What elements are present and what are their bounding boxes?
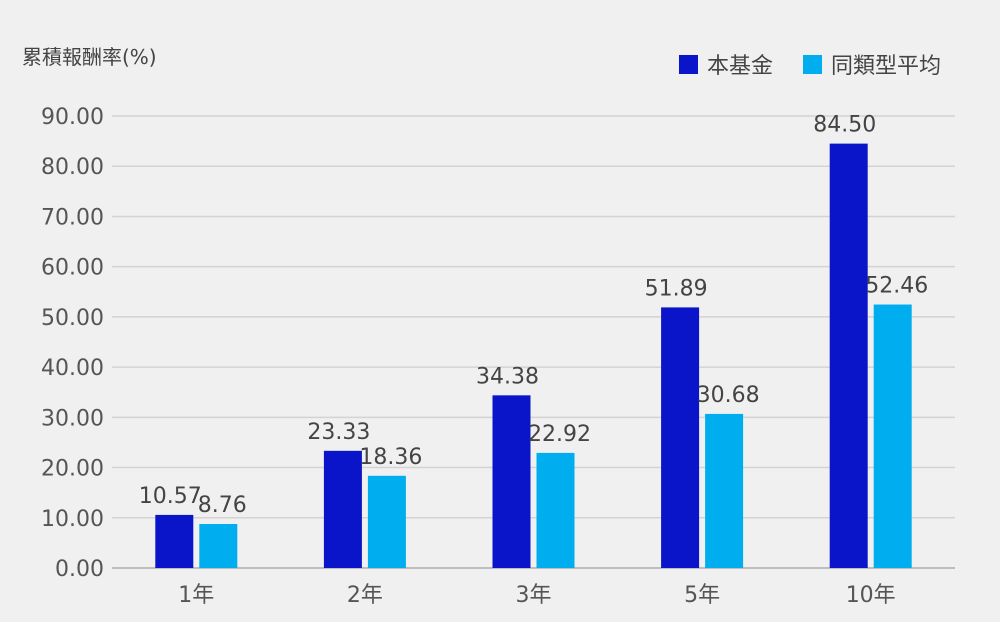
bar-category-average [873, 304, 912, 568]
x-tick-label: 1年 [178, 583, 214, 608]
gridlines [112, 115, 955, 569]
data-label-fund: 10.57 [139, 484, 202, 509]
bar-fund [155, 514, 194, 568]
x-tick-label: 10年 [846, 583, 896, 608]
legend: 本基金 同類型平均 [679, 54, 941, 79]
legend-label-fund: 本基金 [707, 54, 773, 79]
y-tick-label: 30.00 [41, 406, 104, 431]
data-label-fund: 84.50 [813, 113, 876, 138]
y-tick-label: 50.00 [41, 306, 104, 331]
legend-swatch-category-average [803, 55, 822, 74]
y-tick-label: 70.00 [41, 205, 104, 230]
y-axis-title: 累積報酬率(%) [22, 45, 157, 69]
bar-category-average [367, 475, 406, 568]
x-axis-ticks: 1年 2年 3年 5年 10年 [178, 583, 895, 608]
data-label-category-average: 22.92 [528, 422, 591, 447]
data-label-fund: 34.38 [476, 364, 539, 389]
data-label-category-average: 52.46 [865, 274, 928, 299]
y-tick-label: 80.00 [41, 155, 104, 180]
y-tick-label: 10.00 [41, 507, 104, 532]
data-label-category-average: 30.68 [697, 383, 760, 408]
y-tick-label: 20.00 [41, 457, 104, 482]
bars [155, 143, 912, 568]
bar-fund [661, 307, 700, 568]
x-tick-label: 2年 [347, 583, 383, 608]
bar-category-average [705, 413, 744, 568]
bar-fund [492, 395, 531, 568]
y-axis-ticks: 0.00 10.00 20.00 30.00 40.00 50.00 60.00 70.00 8… [41, 105, 104, 582]
bar-category-average [199, 524, 238, 568]
y-tick-label: 90.00 [41, 105, 104, 130]
y-tick-label: 40.00 [41, 356, 104, 381]
bar-fund [323, 450, 362, 568]
legend-swatch-fund [679, 55, 698, 74]
data-label-fund: 51.89 [645, 276, 708, 301]
data-label-category-average: 8.76 [198, 493, 247, 518]
y-tick-label: 60.00 [41, 256, 104, 281]
bar-category-average [536, 452, 575, 568]
data-label-category-average: 18.36 [359, 445, 422, 470]
legend-label-category-average: 同類型平均 [831, 54, 941, 79]
data-label-fund: 23.33 [307, 420, 370, 445]
x-tick-label: 3年 [516, 583, 552, 608]
bar-fund [829, 143, 868, 568]
y-tick-label: 0.00 [55, 557, 104, 582]
x-tick-label: 5年 [684, 583, 720, 608]
